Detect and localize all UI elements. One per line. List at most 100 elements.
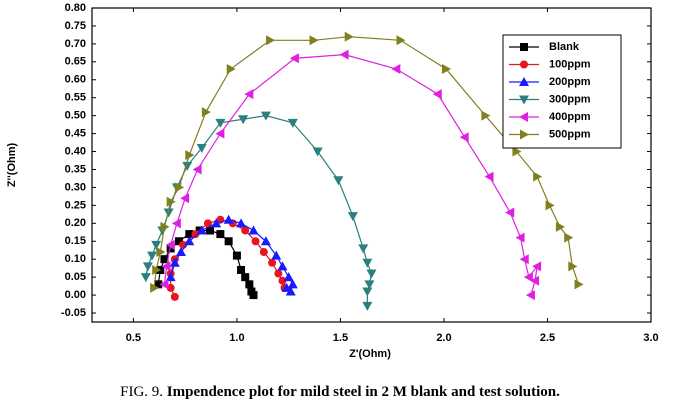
- y-tick-label: 0.05: [65, 271, 86, 283]
- marker: [278, 276, 287, 285]
- y-tick-label: 0.25: [65, 199, 86, 211]
- marker: [574, 279, 584, 290]
- marker: [568, 261, 578, 272]
- marker: [185, 150, 195, 161]
- marker: [519, 77, 529, 86]
- marker: [174, 237, 183, 246]
- marker: [283, 272, 294, 282]
- caption: FIG. 9. Impendence plot for mild steel i…: [0, 384, 680, 401]
- marker: [238, 115, 249, 125]
- marker: [152, 264, 162, 275]
- marker: [163, 208, 174, 218]
- marker: [362, 287, 373, 297]
- marker: [266, 35, 276, 46]
- legend-label: 300ppm: [549, 93, 591, 105]
- caption-text: Impendence plot for mild steel in 2 M bl…: [166, 384, 560, 400]
- legend-label: 100ppm: [549, 58, 591, 70]
- legend-label: 200ppm: [549, 76, 591, 88]
- x-tick-label: 2.5: [540, 332, 555, 344]
- marker: [364, 280, 375, 290]
- marker: [142, 262, 153, 272]
- marker: [505, 207, 515, 218]
- marker: [224, 237, 233, 246]
- marker: [165, 239, 175, 250]
- marker: [289, 53, 299, 64]
- marker: [519, 95, 529, 105]
- y-tick-label: 0.10: [65, 253, 86, 265]
- marker: [147, 251, 158, 261]
- series-line: [145, 115, 373, 306]
- marker: [223, 214, 234, 224]
- legend-box: [502, 34, 622, 149]
- marker: [151, 240, 162, 250]
- y-tick-label: 0.20: [65, 217, 86, 229]
- marker: [362, 301, 373, 311]
- marker: [174, 182, 184, 193]
- y-tick-label: 0.70: [65, 38, 86, 50]
- y-tick-label: 0.45: [65, 128, 86, 140]
- y-tick-label: 0.35: [65, 163, 86, 175]
- marker: [520, 43, 528, 51]
- marker: [545, 200, 555, 211]
- marker: [245, 280, 254, 289]
- legend-label: 500ppm: [549, 128, 591, 140]
- marker: [519, 254, 529, 265]
- marker: [530, 275, 540, 286]
- x-axis-label: Z'(Ohm): [349, 348, 391, 360]
- y-tick-label: 0.80: [65, 2, 86, 14]
- marker: [268, 258, 277, 267]
- y-axis-label: Z''(Ohm): [6, 143, 18, 188]
- legend-label: Blank: [549, 41, 580, 53]
- marker: [259, 248, 268, 257]
- marker: [344, 31, 354, 42]
- marker: [347, 212, 358, 222]
- series-line: [163, 54, 539, 296]
- marker: [309, 35, 319, 46]
- marker: [396, 35, 406, 46]
- marker: [260, 236, 271, 246]
- marker: [156, 247, 166, 258]
- marker: [523, 272, 533, 283]
- y-tick-label: 0.55: [65, 92, 86, 104]
- y-tick-label: 0.50: [65, 110, 86, 122]
- plot-frame: [91, 7, 652, 323]
- marker: [512, 146, 522, 157]
- marker: [166, 283, 175, 292]
- marker: [196, 225, 207, 235]
- marker: [532, 261, 542, 272]
- marker: [216, 230, 225, 239]
- marker: [237, 265, 246, 274]
- marker: [281, 282, 292, 292]
- marker: [484, 171, 494, 182]
- marker: [166, 244, 175, 253]
- marker: [366, 269, 377, 279]
- x-tick-label: 3.0: [643, 332, 658, 344]
- marker: [169, 257, 180, 267]
- marker: [525, 290, 535, 301]
- marker: [241, 273, 250, 282]
- marker: [160, 255, 169, 264]
- marker: [481, 110, 491, 121]
- marker: [232, 251, 241, 260]
- y-tick-label: 0.40: [65, 145, 86, 157]
- marker: [161, 261, 171, 272]
- marker: [391, 64, 401, 75]
- marker: [520, 129, 529, 140]
- marker: [515, 232, 525, 243]
- marker: [432, 89, 442, 100]
- marker: [287, 279, 298, 289]
- marker: [442, 64, 452, 75]
- marker: [277, 261, 288, 271]
- marker: [244, 89, 254, 100]
- marker: [555, 221, 565, 232]
- marker: [333, 176, 344, 186]
- marker: [180, 193, 190, 204]
- marker: [274, 269, 283, 278]
- x-tick-label: 1.5: [333, 332, 348, 344]
- marker: [533, 171, 543, 182]
- marker: [184, 236, 195, 246]
- marker: [171, 218, 181, 229]
- y-tick-label: 0.60: [65, 74, 86, 86]
- marker: [192, 164, 202, 175]
- x-tick-label: 0.5: [126, 332, 141, 344]
